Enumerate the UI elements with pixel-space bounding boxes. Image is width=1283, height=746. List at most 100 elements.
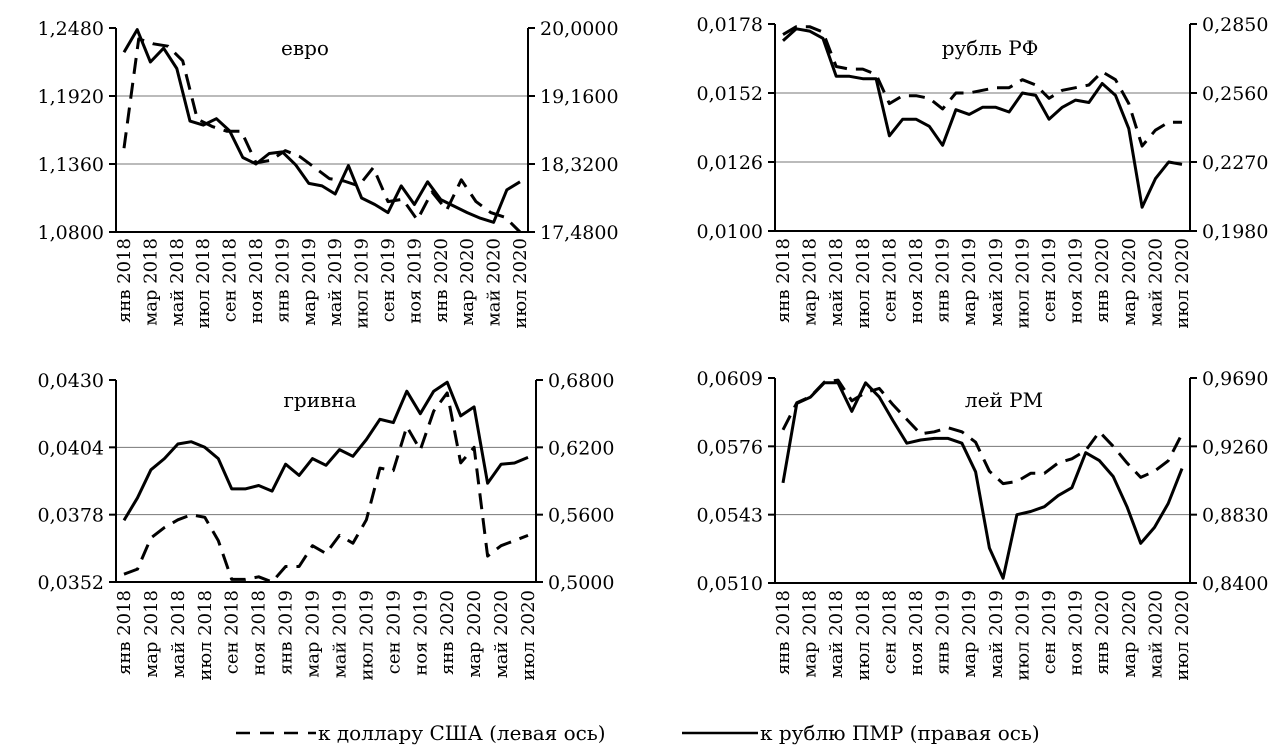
chart-panel-1: 1,0800 17,4800 1,1360 18,3200 1,1920 19,1600 1… bbox=[38, 18, 619, 329]
legend: к доллару США (левая ось) к рублю ПМР (п… bbox=[236, 721, 1040, 745]
series-usd-dashed-line bbox=[123, 391, 529, 584]
left-tick-label: 1,2480 bbox=[38, 18, 104, 40]
x-tick-label: сен 2019 bbox=[378, 238, 399, 322]
left-tick-label: 1,1360 bbox=[38, 154, 104, 176]
right-tick-label: 0,6200 bbox=[548, 437, 614, 459]
right-tick-label: 0,8400 bbox=[1202, 573, 1268, 595]
x-tick-label: янв 2019 bbox=[933, 238, 954, 323]
x-tick-label: мар 2018 bbox=[140, 238, 161, 326]
left-tick-label: 0,0378 bbox=[38, 505, 104, 527]
x-tick-label: янв 2019 bbox=[276, 590, 297, 675]
x-tick-label: ноя 2019 bbox=[1066, 590, 1087, 676]
x-tick-label: май 2018 bbox=[826, 590, 847, 678]
series-usd-dashed-line bbox=[782, 25, 1182, 148]
x-tick-label: июл 2019 bbox=[1012, 590, 1033, 681]
x-tick-label: мар 2020 bbox=[1119, 590, 1140, 678]
x-tick-label: июл 2020 bbox=[1172, 238, 1193, 329]
right-tick-label: 0,2850 bbox=[1202, 14, 1268, 36]
x-tick-label: ноя 2018 bbox=[249, 590, 270, 676]
series-pmr-solid-line bbox=[781, 27, 1183, 209]
x-tick-label: ноя 2019 bbox=[1066, 238, 1087, 324]
right-tick-label: 0,5000 bbox=[548, 572, 614, 594]
right-tick-label: 0,5600 bbox=[548, 505, 614, 527]
x-tick-label: июл 2018 bbox=[853, 238, 874, 329]
left-tick-label: 0,0352 bbox=[38, 572, 104, 594]
x-tick-label: янв 2018 bbox=[773, 590, 794, 675]
left-tick-label: 0,0543 bbox=[697, 505, 763, 527]
x-tick-label: ноя 2018 bbox=[246, 238, 267, 324]
right-tick-label: 0,9260 bbox=[1202, 436, 1268, 458]
series-usd-dashed-line bbox=[122, 37, 522, 234]
x-tick-label: мар 2019 bbox=[959, 590, 980, 678]
series-pmr-solid-line bbox=[122, 28, 521, 224]
x-tick-label: май 2020 bbox=[1145, 590, 1166, 678]
right-tick-label: 19,1600 bbox=[540, 86, 619, 108]
x-tick-label: май 2020 bbox=[484, 238, 505, 326]
right-tick-label: 0,8830 bbox=[1202, 505, 1268, 527]
right-tick-label: 0,1980 bbox=[1202, 221, 1268, 243]
x-tick-label: янв 2020 bbox=[437, 590, 458, 675]
x-tick-label: май 2019 bbox=[986, 238, 1007, 326]
x-tick-label: июл 2019 bbox=[352, 238, 373, 329]
left-tick-label: 1,1920 bbox=[38, 86, 104, 108]
x-tick-label: май 2018 bbox=[826, 238, 847, 326]
x-tick-label: мар 2018 bbox=[800, 590, 821, 678]
series-pmr-solid-line bbox=[122, 380, 529, 522]
x-tick-label: янв 2020 bbox=[431, 238, 452, 323]
x-tick-label: июл 2018 bbox=[853, 590, 874, 681]
right-tick-label: 20,0000 bbox=[540, 18, 619, 40]
x-tick-label: мар 2019 bbox=[959, 238, 980, 326]
x-tick-label: сен 2018 bbox=[220, 238, 241, 322]
right-tick-label: 0,6800 bbox=[548, 370, 614, 392]
x-tick-label: сен 2018 bbox=[222, 590, 243, 674]
x-tick-label: мар 2019 bbox=[303, 590, 324, 678]
x-tick-label: мар 2020 bbox=[464, 590, 485, 678]
right-tick-label: 18,3200 bbox=[540, 154, 619, 176]
x-tick-label: сен 2019 bbox=[1039, 238, 1060, 322]
legend-solid-label: к рублю ПМР (правая ось) bbox=[760, 721, 1040, 745]
x-tick-label: янв 2018 bbox=[114, 238, 135, 323]
x-tick-label: сен 2019 bbox=[1039, 590, 1060, 674]
right-tick-label: 17,4800 bbox=[540, 222, 619, 244]
x-tick-label: сен 2018 bbox=[879, 590, 900, 674]
left-tick-label: 0,0100 bbox=[697, 221, 763, 243]
x-tick-label: май 2019 bbox=[325, 238, 346, 326]
x-tick-label: мар 2020 bbox=[1119, 238, 1140, 326]
panel-title: лей РМ bbox=[965, 388, 1043, 412]
x-tick-label: май 2018 bbox=[168, 590, 189, 678]
left-tick-label: 1,0800 bbox=[38, 222, 104, 244]
x-tick-label: ноя 2019 bbox=[410, 590, 431, 676]
left-tick-label: 0,0609 bbox=[697, 368, 763, 390]
legend-dashed-label: к доллару США (левая ось) bbox=[318, 721, 606, 745]
x-tick-label: май 2019 bbox=[986, 590, 1007, 678]
x-tick-label: июл 2018 bbox=[193, 238, 214, 329]
x-tick-label: янв 2019 bbox=[933, 590, 954, 675]
left-tick-label: 0,0126 bbox=[697, 152, 763, 174]
left-tick-label: 0,0510 bbox=[697, 573, 763, 595]
x-tick-label: май 2019 bbox=[329, 590, 350, 678]
panel-title: евро bbox=[281, 36, 329, 60]
panel-title: гривна bbox=[283, 388, 356, 412]
left-tick-label: 0,0430 bbox=[38, 370, 104, 392]
x-tick-label: ноя 2018 bbox=[906, 590, 927, 676]
panel-title: рубль РФ bbox=[942, 36, 1039, 60]
right-tick-label: 0,9690 bbox=[1202, 368, 1268, 390]
x-tick-label: май 2020 bbox=[491, 590, 512, 678]
x-tick-label: ноя 2018 bbox=[906, 238, 927, 324]
series-pmr-solid-line bbox=[781, 381, 1184, 580]
left-tick-label: 0,0404 bbox=[38, 437, 104, 459]
x-tick-label: сен 2018 bbox=[879, 238, 900, 322]
x-tick-label: май 2020 bbox=[1145, 238, 1166, 326]
x-tick-label: мар 2018 bbox=[141, 590, 162, 678]
x-tick-label: июл 2019 bbox=[1012, 238, 1033, 329]
right-tick-label: 0,2270 bbox=[1202, 152, 1268, 174]
x-tick-label: сен 2019 bbox=[383, 590, 404, 674]
x-tick-label: мар 2020 bbox=[457, 238, 478, 326]
chart-panel-4: 0,0510 0,8400 0,0543 0,8830 0,0576 0,9260 0,06… bbox=[697, 368, 1269, 681]
left-tick-label: 0,0178 bbox=[697, 14, 763, 36]
x-tick-label: июл 2020 bbox=[510, 238, 531, 329]
x-tick-label: янв 2018 bbox=[114, 590, 135, 675]
right-tick-label: 0,2560 bbox=[1202, 83, 1268, 105]
x-tick-label: мар 2018 bbox=[800, 238, 821, 326]
x-tick-label: мар 2019 bbox=[299, 238, 320, 326]
